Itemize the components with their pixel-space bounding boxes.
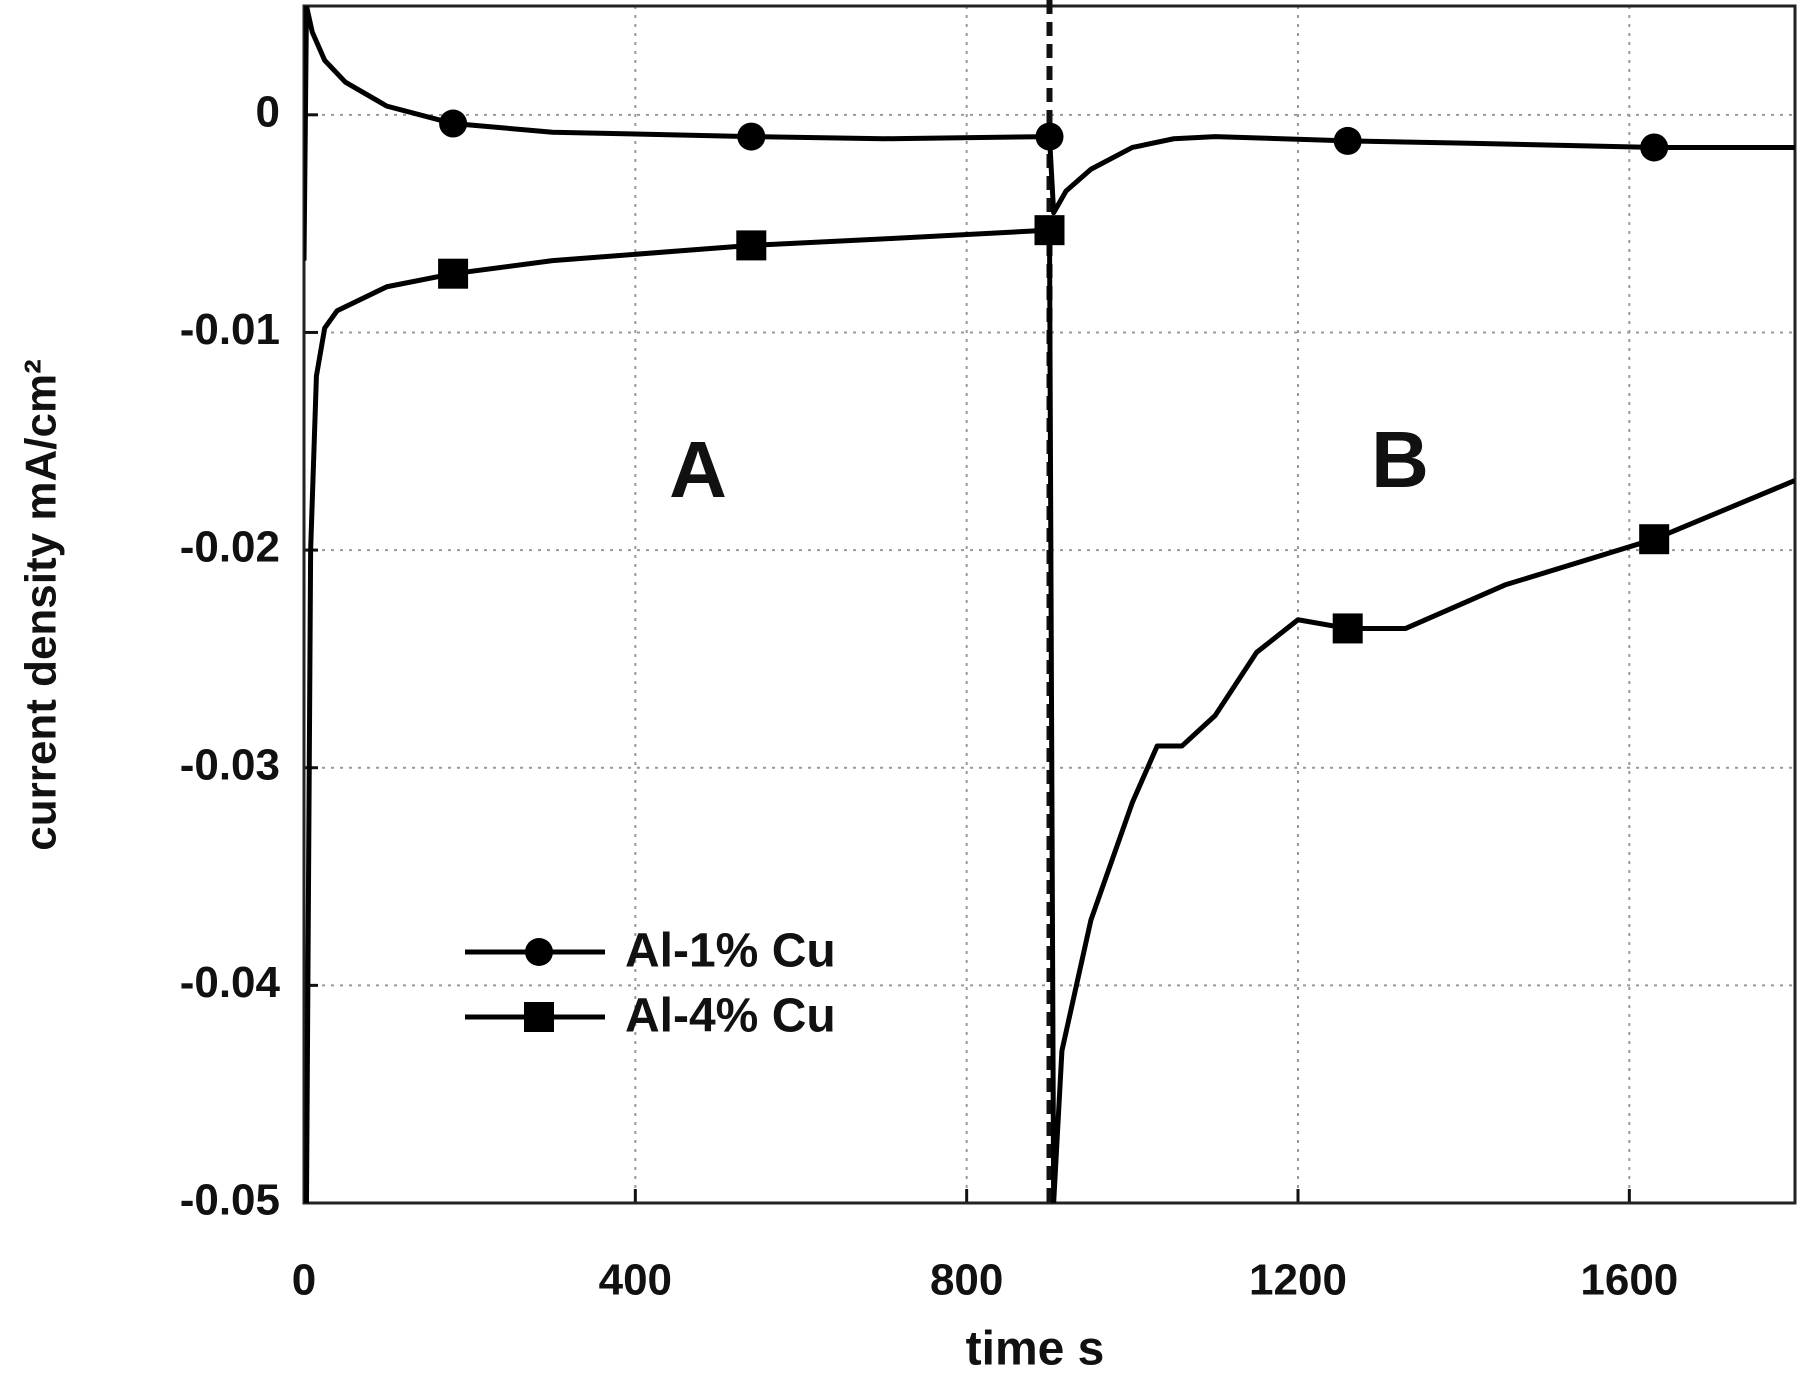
- y-tick-label: 0: [256, 87, 280, 136]
- x-tick-label: 0: [292, 1256, 316, 1305]
- marker: [524, 1002, 554, 1032]
- marker: [1640, 133, 1669, 162]
- marker: [1332, 613, 1363, 644]
- marker: [525, 938, 553, 966]
- y-tick-label: -0.02: [180, 523, 280, 572]
- marker: [1639, 524, 1670, 555]
- marker: [737, 122, 766, 151]
- marker: [1034, 215, 1065, 246]
- annotation: A: [669, 425, 727, 514]
- x-tick-label: 800: [930, 1256, 1003, 1305]
- y-tick-label: -0.01: [180, 305, 280, 354]
- x-tick-label: 1200: [1249, 1256, 1347, 1305]
- series-line: [304, 227, 1795, 1203]
- marker: [439, 109, 468, 138]
- x-tick-label: 1600: [1580, 1256, 1678, 1305]
- legend-label: Al-1% Cu: [625, 925, 836, 978]
- x-tick-label: 400: [599, 1256, 672, 1305]
- plot-area: [304, 6, 1795, 1203]
- y-tick-label: -0.05: [180, 1176, 280, 1225]
- y-tick-label: -0.03: [180, 740, 280, 789]
- marker: [736, 230, 767, 261]
- y-axis-title: current density mA/cm²: [17, 359, 66, 850]
- marker: [1035, 122, 1064, 151]
- marker: [438, 258, 469, 289]
- annotation: B: [1371, 415, 1429, 504]
- legend-label: Al-4% Cu: [625, 990, 836, 1043]
- y-tick-label: -0.04: [180, 958, 281, 1007]
- marker: [1333, 126, 1362, 155]
- x-axis-title: time s: [966, 1323, 1105, 1374]
